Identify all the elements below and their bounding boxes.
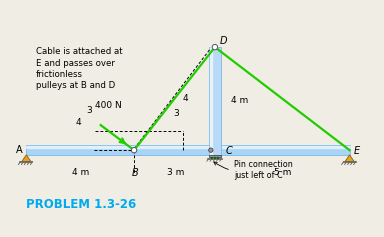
- Text: Pin connection
just left of C: Pin connection just left of C: [214, 160, 293, 180]
- Text: 4 m: 4 m: [71, 168, 89, 177]
- Text: 4: 4: [183, 94, 189, 103]
- Circle shape: [211, 157, 213, 159]
- Circle shape: [131, 147, 137, 153]
- Text: B: B: [132, 168, 139, 178]
- Text: A: A: [16, 145, 22, 155]
- Text: E: E: [354, 146, 360, 156]
- Text: 4 m: 4 m: [230, 96, 248, 105]
- Polygon shape: [345, 155, 354, 162]
- Text: 400 N: 400 N: [95, 100, 122, 109]
- Circle shape: [214, 157, 216, 159]
- Polygon shape: [209, 155, 221, 157]
- Polygon shape: [209, 47, 220, 155]
- Polygon shape: [22, 155, 31, 162]
- Circle shape: [217, 157, 219, 159]
- Text: D: D: [220, 36, 227, 46]
- Text: 5 m: 5 m: [273, 168, 291, 177]
- Circle shape: [212, 44, 218, 50]
- Text: 3 m: 3 m: [167, 168, 185, 177]
- Text: PROBLEM 1.3-26: PROBLEM 1.3-26: [26, 198, 137, 211]
- Text: 4: 4: [76, 118, 82, 127]
- Text: Cable is attached at
E and passes over
frictionless
pulleys at B and D: Cable is attached at E and passes over f…: [36, 47, 122, 91]
- Text: C: C: [225, 146, 232, 156]
- Text: 3: 3: [87, 106, 93, 115]
- Text: 3: 3: [173, 109, 179, 118]
- Circle shape: [209, 148, 213, 152]
- Polygon shape: [26, 146, 349, 155]
